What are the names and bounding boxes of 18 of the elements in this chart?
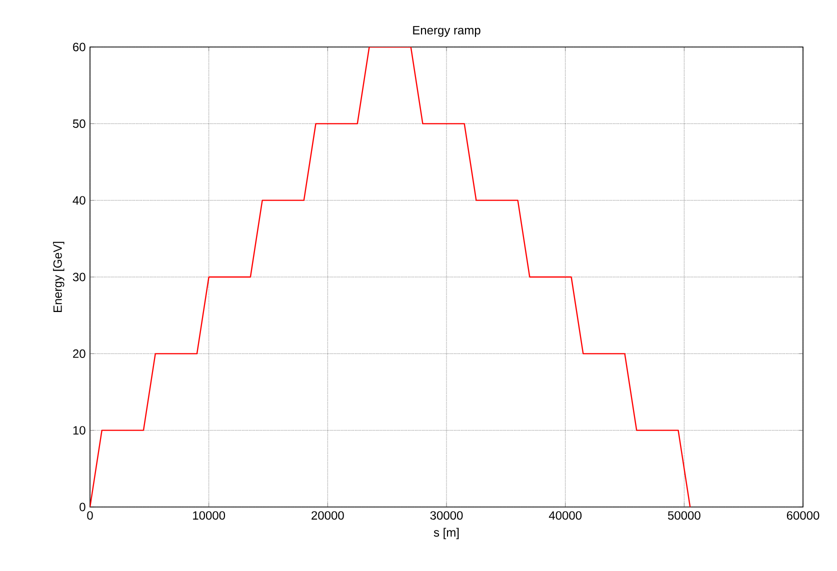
y-tick-label: 50 <box>72 119 86 128</box>
x-tick-label: 40000 <box>548 511 582 520</box>
y-tick-label: 0 <box>80 502 86 512</box>
y-axis-title: Energy [GeV] <box>53 242 64 312</box>
x-tick-label: 20000 <box>312 511 344 520</box>
chart-title: Energy ramp <box>413 26 480 37</box>
line-series <box>90 47 691 507</box>
y-tick-label: 40 <box>72 196 86 205</box>
x-tick-label: 0 <box>87 511 93 520</box>
y-tick-label: 20 <box>73 349 86 358</box>
x-tick-label: 30000 <box>430 511 463 520</box>
y-tick-label: 10 <box>73 426 86 435</box>
y-tick-label: 60 <box>73 42 86 52</box>
y-tick-label: 30 <box>72 272 86 282</box>
x-axis-title: s [m] <box>434 528 459 540</box>
x-tick-label: 10000 <box>193 511 226 520</box>
x-tick-label: 60000 <box>786 511 820 520</box>
x-tick-label: 50000 <box>668 511 700 520</box>
